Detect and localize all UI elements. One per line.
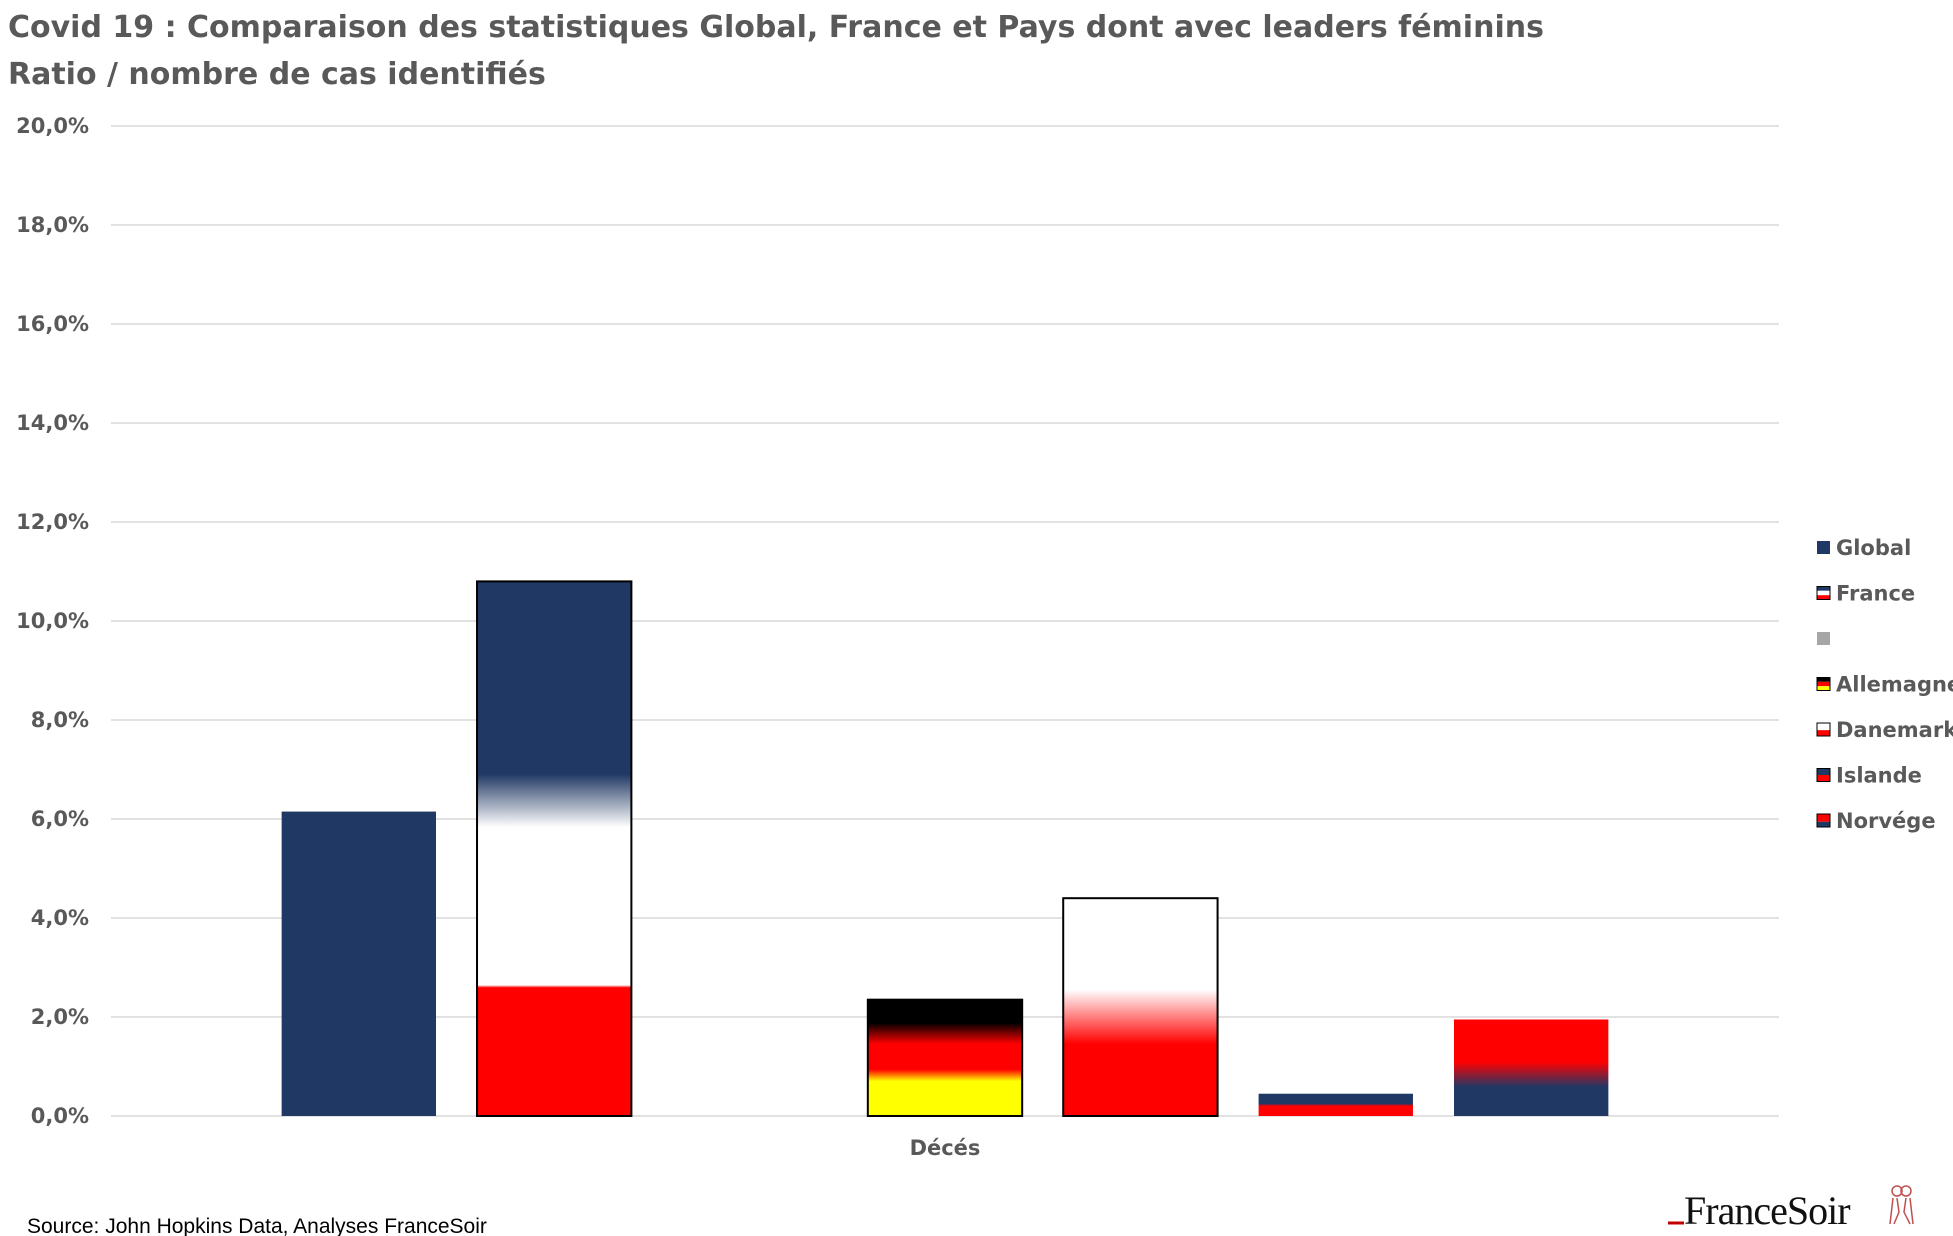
y-axis-ticks: 0,0% 2,0% 4,0% 6,0% 8,0% 10,0% 12,0% 14,0% 16,0%… [16, 114, 89, 1128]
bar-denmark [1062, 897, 1219, 1118]
legend-label: France [1836, 582, 1915, 606]
legend-swatch [1816, 722, 1831, 737]
legend-swatch [1817, 541, 1830, 554]
legend-item-gray [1817, 632, 1830, 645]
y-tick-label: 14,0% [16, 411, 89, 435]
legend-swatch [1816, 768, 1831, 782]
chart-subtitle: Ratio / nombre de cas identifiés [8, 57, 546, 92]
legend-swatch [1816, 677, 1831, 691]
legend-item-norway: Norvége [1816, 809, 1936, 833]
legend-item-germany: Allemagne [1816, 673, 1953, 697]
y-tick-label: 12,0% [16, 510, 89, 534]
bars [281, 580, 1609, 1118]
legend-label: Norvége [1836, 809, 1936, 833]
y-tick-label: 18,0% [16, 213, 89, 237]
legend-swatch [1816, 586, 1831, 600]
legend-item-france: France [1816, 582, 1915, 606]
legend-item-denmark: Danemark [1816, 718, 1953, 742]
bar-global [281, 811, 436, 1116]
category-label: Décés [910, 1136, 981, 1160]
bar-norway [1454, 1019, 1609, 1116]
y-tick-label: 0,0% [31, 1104, 89, 1128]
legend: Global France Allemagne Danemark Islande Norv… [1816, 536, 1953, 833]
legend-label: Allemagne [1836, 673, 1953, 697]
y-tick-label: 20,0% [16, 114, 89, 138]
y-tick-label: 8,0% [31, 708, 89, 732]
bar-france [476, 580, 633, 1117]
legend-swatch [1816, 813, 1831, 828]
legend-item-global: Global [1817, 536, 1911, 560]
y-tick-label: 10,0% [16, 609, 89, 633]
y-tick-label: 4,0% [31, 906, 89, 930]
y-tick-label: 2,0% [31, 1005, 89, 1029]
francesoir-logo: FranceSoir [1668, 1185, 1914, 1233]
source-note: Source: John Hopkins Data, Analyses Fran… [27, 1215, 487, 1236]
chart-title: Covid 19 : Comparaison des statistiques … [8, 10, 1544, 45]
logo-text: FranceSoir [1684, 1188, 1850, 1233]
bar-germany [866, 998, 1024, 1117]
y-tick-label: 16,0% [16, 312, 89, 336]
legend-swatch [1817, 632, 1830, 645]
y-tick-label: 6,0% [31, 807, 89, 831]
legend-label: Global [1836, 536, 1911, 560]
bar-iceland [1258, 1093, 1413, 1116]
legend-label: Islande [1836, 764, 1922, 788]
legend-label: Danemark [1836, 718, 1953, 742]
legend-item-iceland: Islande [1816, 764, 1922, 788]
